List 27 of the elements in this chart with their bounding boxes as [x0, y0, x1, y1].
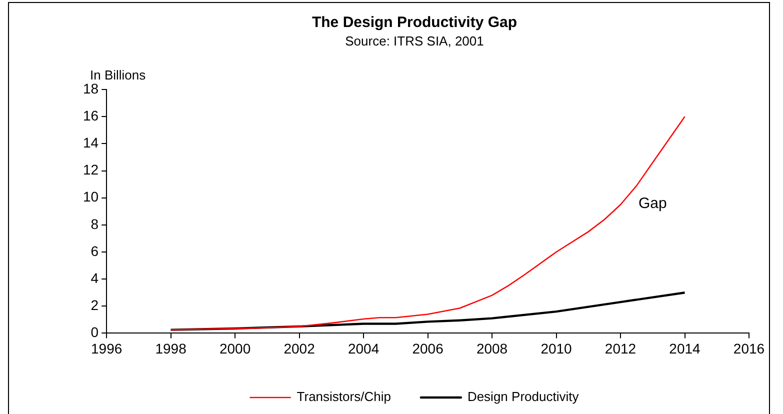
y-tick-label: 18 — [82, 80, 99, 96]
y-tick-label: 6 — [90, 242, 99, 259]
chart-subtitle: Source: ITRS SIA, 2001 — [345, 33, 484, 48]
x-tick-label: 1996 — [90, 340, 122, 356]
y-tick-label: 2 — [90, 296, 99, 313]
chart-title: The Design Productivity Gap — [312, 14, 518, 32]
y-tick-label: 12 — [82, 162, 99, 178]
x-tick-label: 2008 — [476, 340, 508, 356]
x-tick-label: 2016 — [733, 340, 765, 356]
x-tick-label: 2012 — [604, 340, 636, 356]
y-tick-label: 14 — [82, 134, 99, 151]
legend-label: Design Productivity — [467, 389, 580, 404]
x-tick-label: 2002 — [284, 340, 316, 356]
x-tick-label: 1998 — [155, 340, 187, 356]
y-axis-title: In Billions — [90, 68, 146, 83]
x-tick-label: 2000 — [219, 340, 251, 356]
x-tick-label: 2014 — [669, 340, 701, 356]
y-tick-label: 0 — [90, 324, 99, 340]
y-tick-label: 16 — [82, 108, 99, 124]
y-tick-label: 8 — [90, 216, 99, 232]
x-tick-label: 2010 — [540, 340, 572, 356]
annotation: Gap — [638, 195, 667, 212]
y-tick-label: 4 — [90, 270, 99, 286]
legend-label: Transistors/Chip — [296, 389, 391, 404]
x-tick-label: 2004 — [348, 340, 380, 356]
y-tick-label: 10 — [82, 188, 99, 205]
x-tick-label: 2006 — [412, 340, 444, 356]
